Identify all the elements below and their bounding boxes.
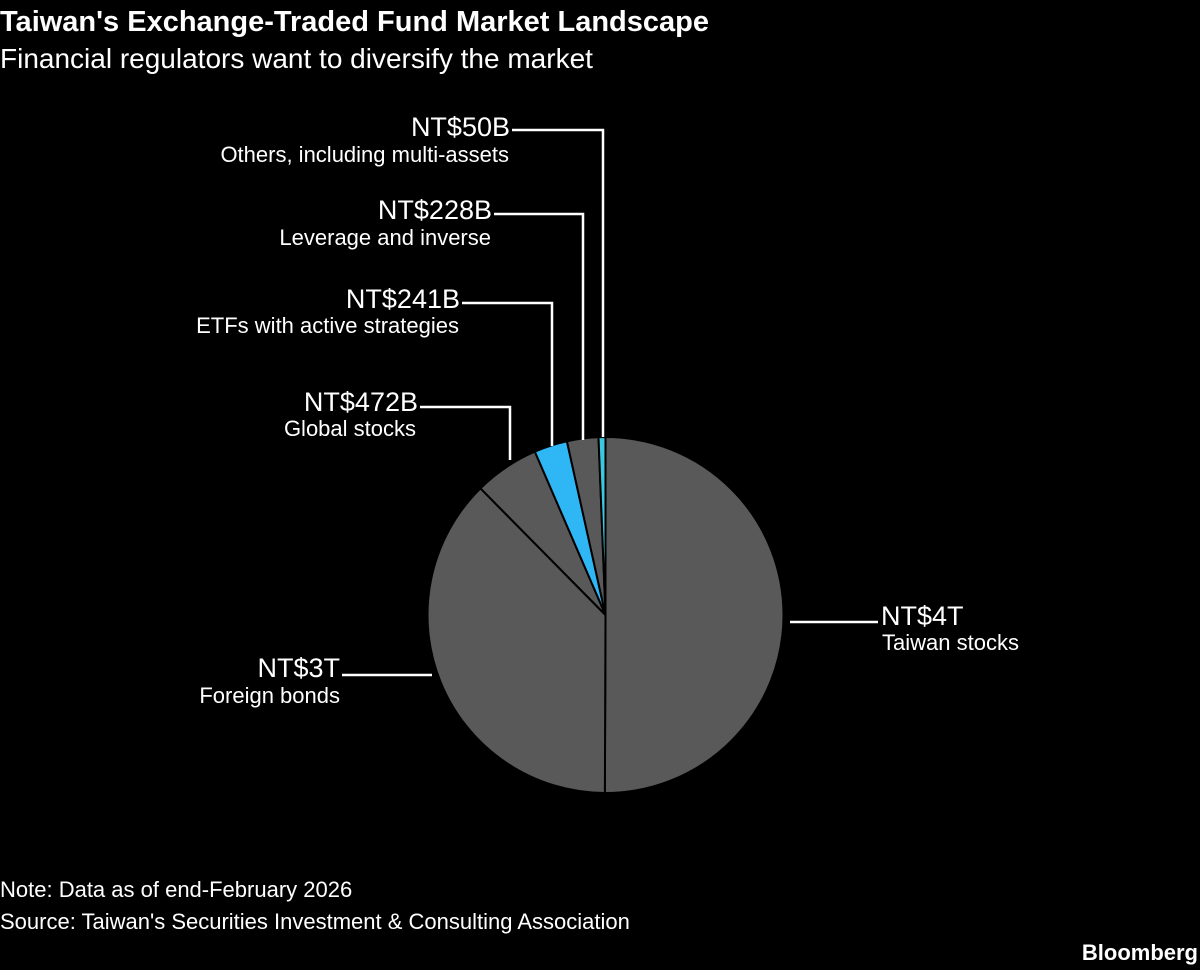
bloomberg-logo: Bloomberg <box>1082 940 1198 965</box>
leader-line-leverage <box>494 212 585 440</box>
leader-line-others <box>512 128 605 437</box>
pie-slice-others-including-multi-assets <box>597 436 607 616</box>
source: Source: Taiwan's Securities Investment &… <box>0 909 630 934</box>
category-label-taiwan-stocks: Taiwan stocks <box>882 630 1019 655</box>
leader-line-active <box>462 301 554 446</box>
data-label-leverage: NT$228B <box>378 195 492 225</box>
pie <box>426 436 785 794</box>
category-label-others: Others, including multi-assets <box>220 142 509 167</box>
category-label-foreign-bonds: Foreign bonds <box>199 683 340 708</box>
category-label-leverage: Leverage and inverse <box>279 225 491 250</box>
data-label-others: NT$50B <box>411 112 510 142</box>
category-label-active: ETFs with active strategies <box>196 313 459 338</box>
chart-subtitle: Financial regulators want to diversify t… <box>0 43 593 74</box>
pie-slice-taiwan-stocks <box>603 436 785 794</box>
chart-title: Taiwan's Exchange-Traded Fund Market Lan… <box>0 6 709 38</box>
note: Note: Data as of end-February 2026 <box>0 877 352 902</box>
data-label-global-stocks: NT$472B <box>304 387 418 417</box>
leader-line-global-stocks <box>420 405 512 460</box>
data-label-active: NT$241B <box>346 284 460 314</box>
data-label-foreign-bonds: NT$3T <box>257 653 340 683</box>
pie-slice-foreign-bonds <box>426 487 607 794</box>
category-label-global-stocks: Global stocks <box>284 416 416 441</box>
data-label-taiwan-stocks: NT$4T <box>881 601 964 631</box>
